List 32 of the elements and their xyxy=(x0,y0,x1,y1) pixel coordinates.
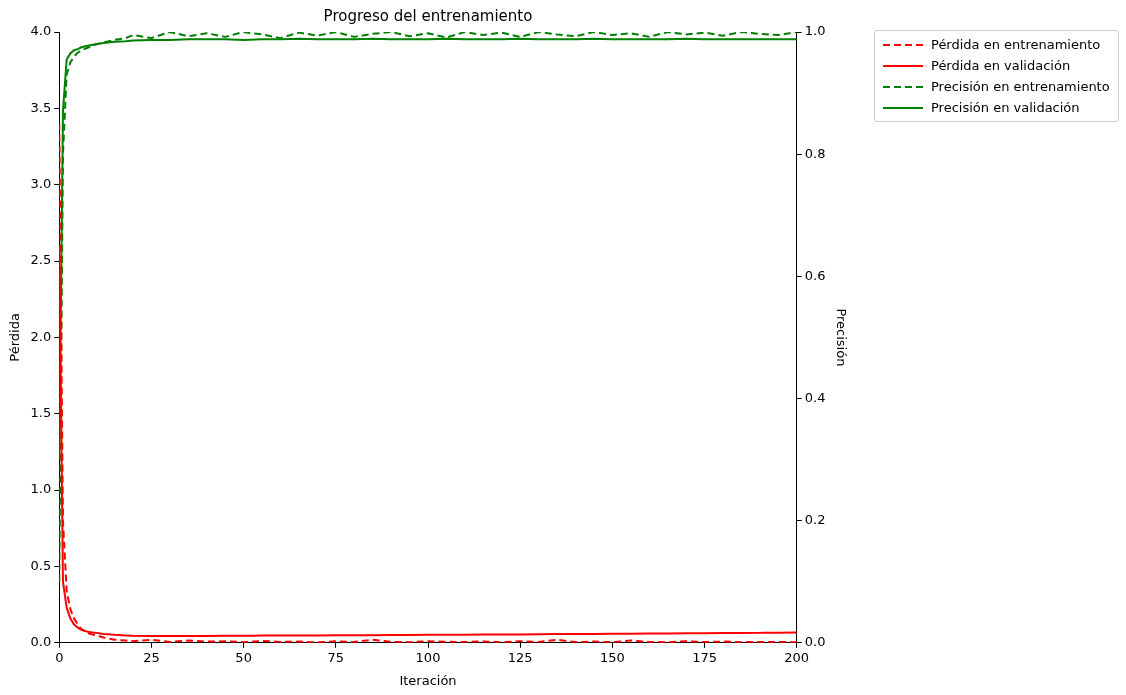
y-tick-label: 2.0 xyxy=(30,328,52,344)
x-tick-label: 75 xyxy=(327,649,345,665)
chart-title: Progreso del entrenamiento xyxy=(323,6,533,25)
x-tick-label: 100 xyxy=(415,649,441,665)
y-tick-label: 1.5 xyxy=(30,405,52,421)
y-tick-label: 1.0 xyxy=(30,481,52,497)
y2-tick-label: 0.8 xyxy=(804,145,826,161)
x-tick-label: 200 xyxy=(784,649,810,665)
x-axis-title: Iteración xyxy=(399,672,457,688)
y2-tick-label: 1.0 xyxy=(804,23,826,39)
y-tick-label: 3.5 xyxy=(30,99,52,115)
y2-tick-label: 0.6 xyxy=(804,267,826,283)
y-tick-label: 4.0 xyxy=(30,23,52,39)
x-tick-label: 0 xyxy=(55,649,64,665)
y-tick-label: 3.0 xyxy=(30,176,52,192)
y2-tick-label: 0.2 xyxy=(804,512,826,528)
y2-axis-title: Precisión xyxy=(833,308,849,367)
x-tick-label: 150 xyxy=(599,649,625,665)
x-tick-label: 175 xyxy=(692,649,717,665)
legend-label: Pérdida en entrenamiento xyxy=(931,37,1101,52)
y-tick-label: 0.5 xyxy=(30,557,52,573)
y-tick-label: 2.5 xyxy=(30,252,52,268)
legend-label: Precisión en validación xyxy=(931,100,1080,115)
y2-tick-label: 0.0 xyxy=(804,634,826,650)
y2-tick-label: 0.4 xyxy=(804,389,826,405)
x-tick-label: 25 xyxy=(143,649,160,665)
x-tick-label: 125 xyxy=(507,649,533,665)
legend-label: Precisión en entrenamiento xyxy=(931,79,1110,94)
y-tick-label: 0.0 xyxy=(30,634,52,650)
x-tick-label: 50 xyxy=(235,649,252,665)
legend-label: Pérdida en validación xyxy=(931,58,1071,73)
y-axis-title: Pérdida xyxy=(7,313,23,362)
